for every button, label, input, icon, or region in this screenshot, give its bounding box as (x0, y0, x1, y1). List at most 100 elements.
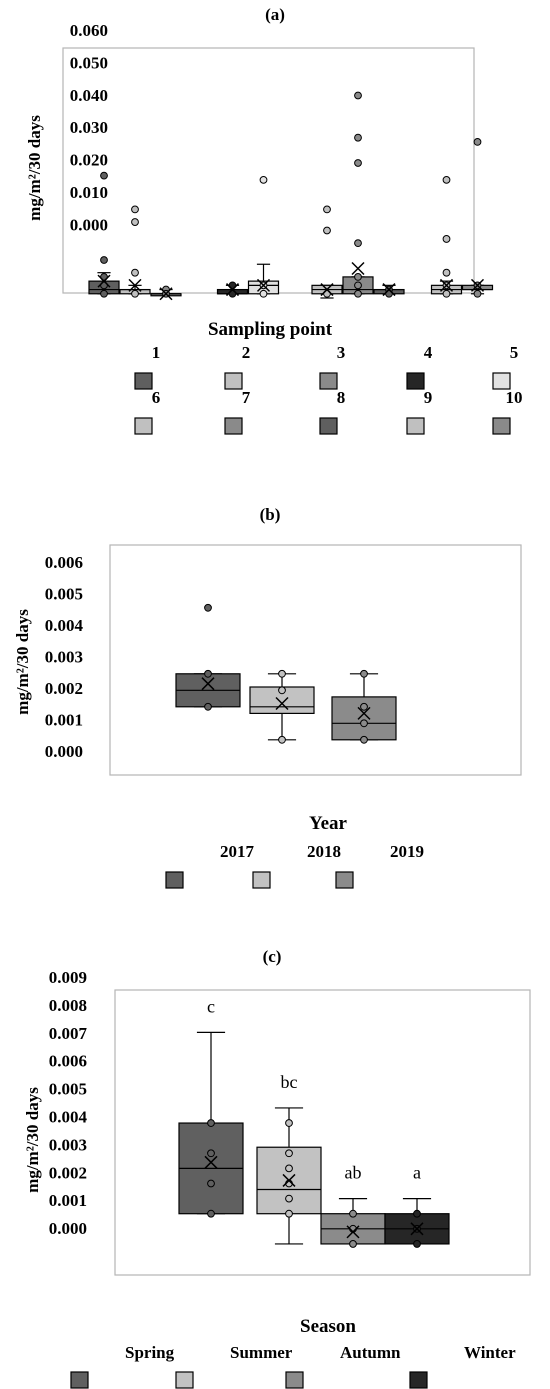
box-5 (247, 175, 280, 298)
legend-item-2: 2 (224, 343, 250, 390)
legend-label: 9 (424, 388, 433, 407)
legend-label: 7 (242, 388, 251, 407)
box-2 (119, 205, 151, 298)
data-point (349, 1240, 357, 1248)
data-point (131, 289, 139, 298)
data-point (413, 1209, 421, 1218)
data-point (442, 175, 451, 184)
y-tick-label: 0.005 (49, 1080, 87, 1099)
y-axis-label: mg/m²/30 days (23, 1087, 42, 1193)
legend-label: 2019 (390, 842, 424, 861)
y-tick-label: 0.003 (45, 648, 83, 667)
data-point (204, 669, 212, 678)
legend-swatch (224, 417, 243, 435)
data-point (360, 735, 368, 744)
data-point (207, 1209, 215, 1218)
data-point (278, 686, 286, 695)
mean-marker (357, 706, 371, 720)
mean-marker (256, 278, 271, 292)
box-4 (216, 281, 249, 298)
data-point (100, 256, 108, 264)
data-point (354, 239, 362, 248)
legend-swatch (252, 871, 271, 889)
box-2018 (249, 669, 315, 744)
legend-item-2018: 2018 (252, 842, 341, 889)
mean-marker (439, 278, 454, 292)
y-axis-label: mg/m²/30 days (13, 609, 32, 715)
mean-marker (382, 283, 396, 297)
box-9 (430, 175, 463, 298)
y-tick-label: 0.008 (49, 996, 87, 1015)
y-tick-label: 0.004 (45, 616, 84, 635)
box-Summer: bc (256, 1072, 322, 1245)
legend-item-4: 4 (406, 343, 433, 390)
plot-frame (109, 544, 522, 776)
legend-item-10: 10 (492, 388, 523, 435)
data-point (285, 1164, 293, 1173)
y-tick-label: 0.060 (70, 21, 108, 40)
data-point (413, 1240, 421, 1248)
legend-swatch (319, 372, 338, 390)
data-point (100, 289, 108, 298)
y-tick-label: 0.020 (70, 151, 108, 170)
y-axis-label: mg/m²/30 days (25, 115, 44, 221)
legend-label: 3 (337, 343, 346, 362)
y-tick-label: 0.001 (49, 1191, 87, 1210)
legend-swatch (224, 372, 243, 390)
legend-swatch (492, 372, 511, 390)
chart-panel-3: (c) 0.009 0.008 0.007 0.006 0.005 0.004 0.003 0.… (23, 947, 531, 1389)
y-tick-label: 0.006 (49, 1052, 87, 1071)
data-point (473, 289, 482, 298)
legend-item-1: 1 (134, 343, 160, 390)
data-point (442, 235, 451, 243)
chart-panel-1: (a) 0.060 0.050 0.040 0.030 0.020 0.010 0.000 mg… (25, 5, 523, 435)
y-tick-label: 0.002 (49, 1163, 87, 1182)
legend-swatch (319, 417, 338, 435)
data-point (442, 268, 451, 277)
data-point (354, 289, 362, 298)
legend-swatch (409, 1371, 428, 1389)
box-6 (311, 205, 343, 299)
y-tick-label: 0.003 (49, 1135, 87, 1154)
data-point (259, 289, 268, 298)
data-point (131, 205, 139, 214)
data-point (204, 603, 212, 612)
legend: Sampling point 1 2 3 4 5 6 7 8 9 10 (134, 319, 523, 435)
legend-label: 6 (152, 388, 161, 407)
data-point (349, 1209, 357, 1218)
significance-letter: bc (281, 1072, 298, 1092)
y-tick-label: 0.002 (45, 679, 83, 698)
y-tick-label: 0.001 (45, 711, 83, 730)
chart-panel-2: (b) 0.006 0.005 0.004 0.003 0.002 0.001 0.000 mg… (13, 505, 522, 889)
mean-marker (410, 1222, 424, 1236)
mean-marker (470, 278, 485, 292)
legend-swatch (165, 871, 184, 889)
legend-label: 10 (506, 388, 523, 407)
mean-marker (201, 677, 215, 691)
legend-item-5: 5 (492, 343, 518, 390)
data-point (360, 702, 368, 711)
box-Spring: c (178, 996, 244, 1218)
mean-marker (128, 278, 142, 292)
legend-label: Summer (230, 1343, 293, 1362)
box-3 (150, 285, 182, 301)
legend-item-2017: 2017 (165, 842, 255, 889)
data-point (207, 1179, 215, 1188)
data-point (285, 1119, 293, 1127)
legend-swatch (134, 417, 153, 435)
legend-swatch (492, 417, 511, 435)
data-point (285, 1209, 293, 1218)
data-point (323, 226, 331, 235)
data-point (285, 1149, 293, 1158)
data-point (259, 175, 268, 184)
legend-swatch (175, 1371, 194, 1389)
legend-label: Winter (464, 1343, 516, 1362)
box-1 (88, 171, 120, 298)
y-tick-label: 0.050 (70, 53, 108, 72)
legend-title: Sampling point (208, 319, 333, 340)
data-point (360, 669, 368, 678)
data-point (442, 289, 451, 298)
legend-item-8: 8 (319, 388, 345, 435)
significance-letter: a (413, 1163, 421, 1183)
mean-marker (97, 274, 111, 288)
